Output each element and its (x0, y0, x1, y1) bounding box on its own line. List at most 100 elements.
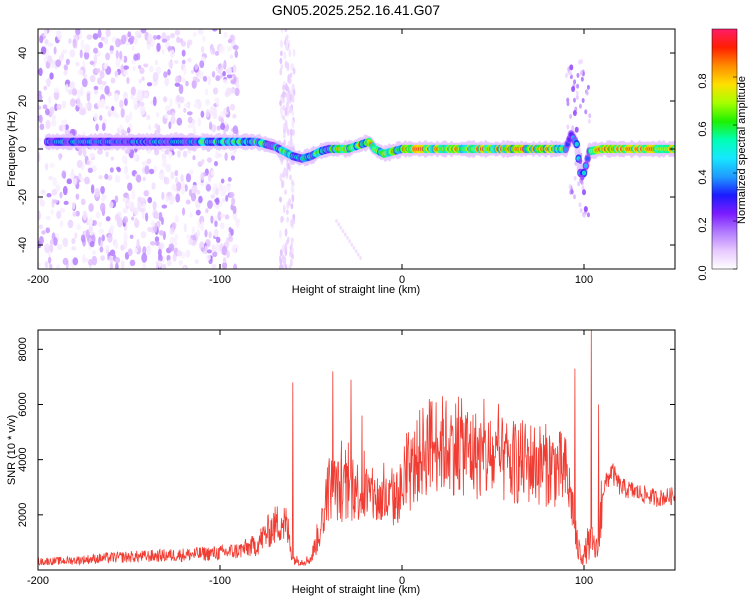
spectrogram-cell (46, 193, 52, 198)
spectrogram-cell (578, 202, 582, 208)
spectrogram-cell (166, 259, 172, 267)
spectrogram-cell (578, 103, 582, 109)
spectrogram-cell (284, 242, 288, 252)
spectrogram-cell (137, 196, 142, 203)
spectrogram-cell (143, 91, 149, 98)
spectrogram-cell (142, 246, 147, 255)
spectrogram-cell (98, 174, 103, 180)
spectrogram-cell (284, 228, 288, 237)
spectrogram-cell (134, 217, 138, 225)
spectrogram-cell (169, 48, 175, 59)
spectrogram-cell (200, 158, 205, 165)
spectrogram-cell (582, 189, 586, 196)
spectrogram-heatmap (38, 29, 675, 269)
spectrogram-cell (56, 264, 61, 269)
spectrogram-cell (568, 184, 572, 190)
spectrogram-cell (120, 260, 125, 269)
spectrogram-cell (230, 204, 234, 211)
spectrogram-cell (186, 111, 193, 116)
spectrogram-cell (183, 102, 190, 108)
spectrogram-cell (48, 175, 53, 181)
spectrogram-cell (165, 195, 170, 202)
spectrogram-cell (221, 261, 228, 269)
spectrogram-cell (86, 160, 90, 166)
spectrogram-cell (133, 53, 139, 61)
spectrogram-cell (167, 68, 171, 76)
spectrogram-cell (154, 212, 160, 220)
spectrogram-cell (279, 50, 283, 57)
spectrogram-cell (149, 65, 154, 73)
spectrogram-cell (56, 243, 63, 251)
spectrogram-cell (122, 197, 128, 203)
spectrogram-cell (170, 33, 175, 39)
spectrogram-cell (165, 163, 172, 173)
spectrogram-cell (125, 115, 130, 124)
spectrogram-cell (570, 189, 574, 195)
spectrogram-cell (147, 226, 153, 232)
spectrogram-cell (82, 73, 88, 78)
spectrogram-cell (38, 224, 43, 230)
spectrogram-cell (114, 241, 119, 250)
spectrogram-cell (110, 156, 115, 161)
spectrogram-cell (53, 90, 60, 101)
spectrogram-cell (354, 249, 358, 254)
spectrogram-cell (125, 174, 130, 180)
spectrogram-cell (193, 102, 199, 109)
spectrogram-cell (208, 231, 212, 239)
spectrogram-cell (281, 216, 285, 222)
spectrogram-cell (279, 173, 283, 182)
spectrogram-cell (214, 187, 219, 196)
spectrogram-cell (133, 35, 138, 45)
spectrogram-cell (212, 112, 218, 120)
spectrogram-cell (95, 123, 99, 132)
spectrogram-cell (282, 123, 286, 130)
spectrogram-cell (211, 263, 217, 269)
spectrogram-y-tick-label: 0 (17, 146, 29, 152)
spectrogram-cell (187, 116, 193, 124)
spectrogram-cell (220, 213, 226, 218)
spectrogram-cell (161, 191, 165, 200)
spectrogram-cell (89, 60, 95, 65)
spectrogram-cell (200, 221, 204, 230)
spectrogram-cell (115, 50, 119, 59)
spectrogram-cell (587, 118, 591, 124)
spectrogram-cell (95, 211, 101, 219)
spectrogram-cell (126, 201, 131, 207)
spectrogram-cell (38, 137, 42, 143)
spectrogram-cell (38, 261, 41, 268)
colorbar-tick-label: 0.2 (697, 217, 709, 232)
spectrogram-cell (230, 155, 235, 161)
spectrogram-cell (49, 72, 54, 80)
spectrogram-cell (581, 98, 585, 104)
spectrogram-cell (573, 175, 577, 181)
spectrogram-cell (108, 255, 115, 264)
spectrogram-cell (588, 113, 592, 119)
colorbar-label: Normalized spectral amplitude (736, 76, 748, 224)
spectrogram-cell (120, 34, 127, 45)
spectrogram-cell (576, 72, 580, 78)
spectrogram-cell (82, 147, 87, 158)
spectrogram-cell (76, 89, 81, 99)
spectrogram-cell (76, 224, 81, 231)
spectrogram-cell (220, 178, 225, 184)
spectrogram-cell (285, 42, 289, 51)
spectrogram-cell (205, 208, 209, 214)
spectrogram-cell (290, 184, 294, 193)
spectrogram-cell (214, 50, 220, 56)
spectrogram-cell (286, 86, 290, 93)
spectrogram-cell (38, 94, 43, 102)
spectrogram-cell (285, 209, 289, 215)
spectrogram-cell (61, 49, 68, 55)
spectrogram-cell (65, 58, 70, 66)
spectrogram-cell (335, 219, 338, 223)
spectrogram-cell (109, 249, 116, 257)
spectrogram-cell (105, 29, 111, 38)
spectrogram-cell (204, 100, 211, 107)
figure-title: GN05.2025.252.16.41.G07 (272, 2, 440, 18)
spectrogram-cell (136, 174, 142, 183)
spectrogram-cell (230, 79, 236, 85)
spectrogram-cell (70, 98, 76, 107)
spectrogram-cell (218, 184, 224, 192)
spectrogram-cell (282, 104, 286, 111)
spectrogram-cell (80, 234, 86, 243)
